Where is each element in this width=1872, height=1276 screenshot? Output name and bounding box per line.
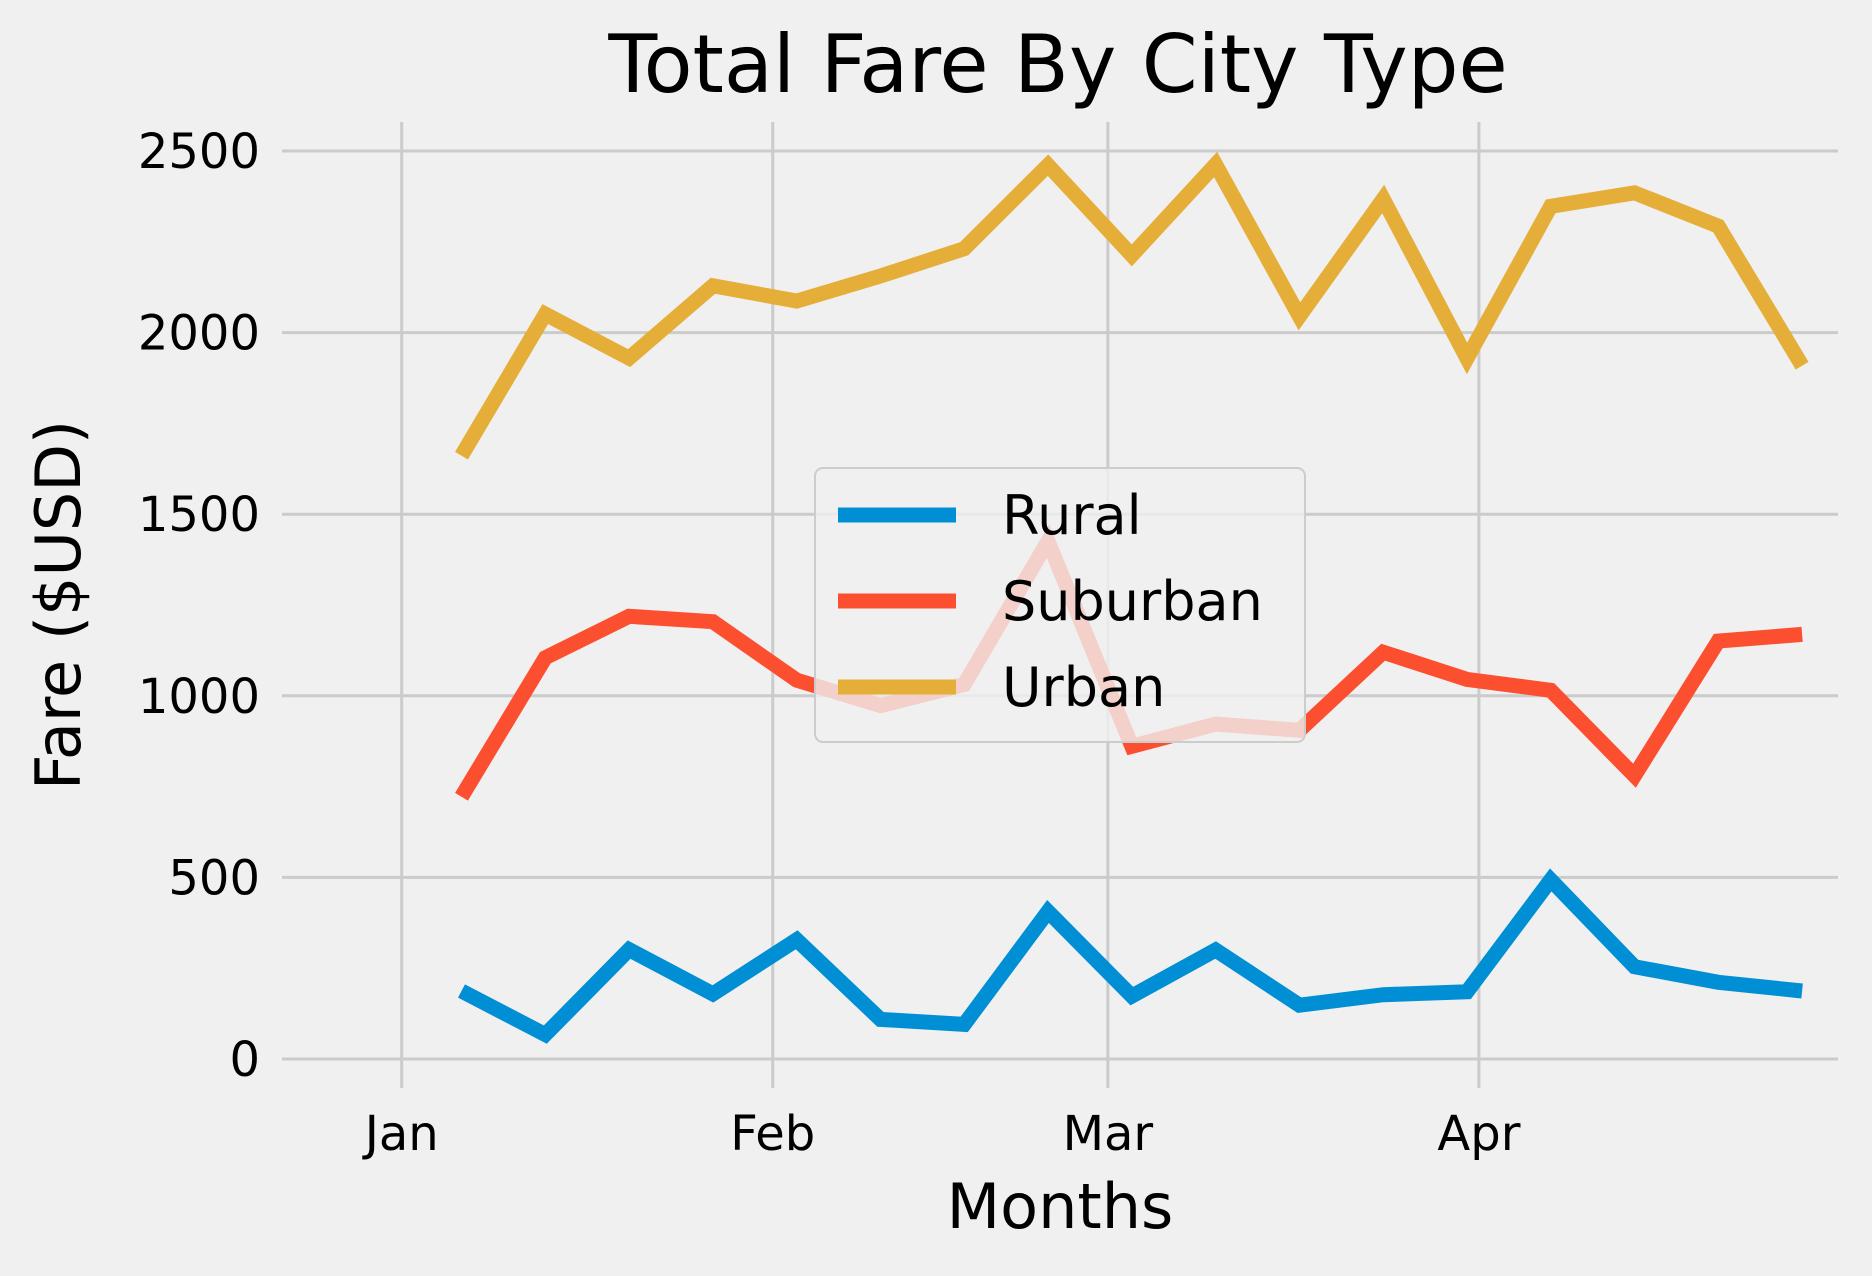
x-tick-labels: Jan Feb Mar Apr: [362, 1106, 1521, 1162]
y-tick-labels: 0 500 1000 1500 2000 2500: [138, 124, 260, 1088]
y-tick-label: 2500: [138, 124, 260, 180]
y-tick-label: 2000: [138, 306, 260, 362]
x-tick-label: Jan: [362, 1106, 439, 1162]
y-tick-label: 0: [229, 1032, 260, 1088]
legend-label-rural: Rural: [1002, 484, 1142, 547]
series-line-suburban: [455, 524, 1803, 801]
chart-title: Total Fare By City Type: [607, 18, 1507, 111]
series-line-rural: [458, 868, 1803, 1044]
x-axis-label: Months: [947, 1170, 1174, 1243]
legend: Rural Suburban Urban: [814, 467, 1306, 743]
series-line-urban: [455, 151, 1809, 460]
x-tick-label: Apr: [1437, 1106, 1520, 1162]
series-lines: [455, 151, 1809, 1044]
legend-label-urban: Urban: [1002, 656, 1165, 719]
legend-label-suburban: Suburban: [1002, 570, 1263, 633]
y-axis-label: Fare ($USD): [22, 420, 95, 790]
y-tick-label: 1000: [138, 669, 260, 725]
y-tick-label: 1500: [138, 487, 260, 543]
y-tick-label: 500: [168, 850, 260, 906]
x-tick-label: Mar: [1063, 1106, 1154, 1162]
legend-box: [814, 467, 1306, 743]
x-tick-label: Feb: [730, 1106, 815, 1162]
